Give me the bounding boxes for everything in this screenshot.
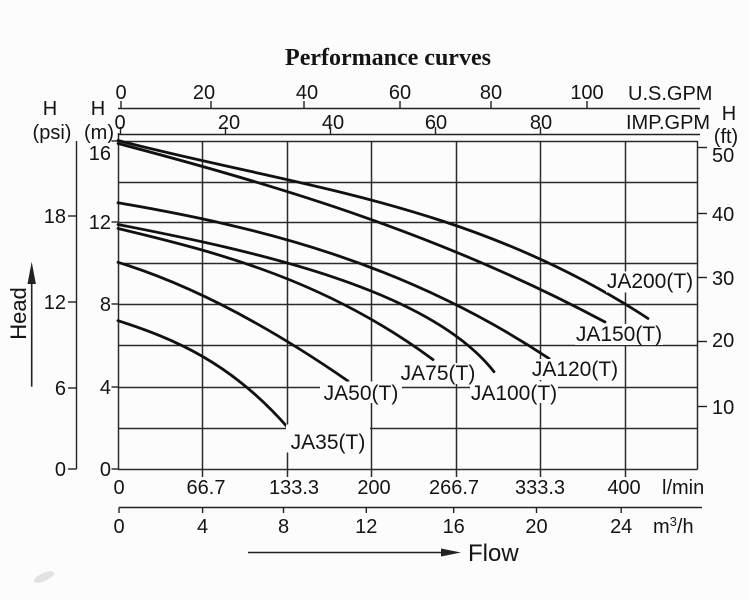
svg-text:8: 8	[100, 294, 111, 316]
svg-text:50: 50	[712, 145, 734, 167]
svg-text:Head: Head	[6, 287, 31, 340]
svg-text:80: 80	[480, 82, 502, 104]
svg-text:(ft): (ft)	[714, 126, 738, 148]
svg-text:4: 4	[100, 377, 111, 399]
svg-text:H: H	[722, 103, 736, 125]
svg-text:40: 40	[322, 112, 344, 134]
svg-text:Flow: Flow	[468, 540, 519, 567]
svg-text:133.3: 133.3	[269, 477, 319, 499]
svg-text:400: 400	[607, 477, 640, 499]
svg-text:4: 4	[197, 516, 208, 538]
svg-text:20: 20	[193, 82, 215, 104]
svg-text:H: H	[43, 98, 57, 120]
svg-text:0: 0	[115, 82, 126, 104]
svg-text:20: 20	[525, 516, 547, 538]
svg-text:Performance curves: Performance curves	[285, 45, 491, 71]
svg-text:IMP.GPM: IMP.GPM	[626, 112, 710, 134]
svg-text:60: 60	[425, 112, 447, 134]
svg-text:12: 12	[44, 292, 66, 314]
svg-text:266.7: 266.7	[429, 477, 479, 499]
svg-text:JA75(T): JA75(T)	[401, 362, 476, 385]
svg-text:JA200(T): JA200(T)	[607, 270, 693, 293]
svg-text:66.7: 66.7	[187, 477, 226, 499]
svg-text:6: 6	[55, 378, 66, 400]
svg-text:100: 100	[570, 82, 603, 104]
svg-text:JA50(T): JA50(T)	[324, 382, 399, 405]
svg-text:U.S.GPM: U.S.GPM	[628, 83, 712, 105]
svg-text:(m): (m)	[84, 122, 114, 144]
svg-text:10: 10	[712, 397, 734, 419]
svg-text:0: 0	[113, 516, 124, 538]
svg-text:200: 200	[357, 477, 390, 499]
svg-text:0: 0	[55, 459, 66, 481]
svg-text:20: 20	[218, 112, 240, 134]
svg-text:18: 18	[44, 206, 66, 228]
svg-text:0: 0	[113, 477, 124, 499]
svg-text:30: 30	[712, 268, 734, 290]
svg-text:H: H	[91, 98, 105, 120]
svg-text:12: 12	[89, 212, 111, 234]
svg-text:JA150(T): JA150(T)	[576, 323, 662, 346]
svg-text:12: 12	[355, 516, 377, 538]
svg-text:24: 24	[610, 516, 632, 538]
svg-text:(psi): (psi)	[33, 122, 72, 144]
svg-text:0: 0	[100, 459, 111, 481]
svg-text:l/min: l/min	[662, 477, 704, 499]
svg-text:60: 60	[389, 82, 411, 104]
svg-text:20: 20	[712, 330, 734, 352]
svg-text:JA100(T): JA100(T)	[471, 382, 557, 405]
svg-text:80: 80	[530, 112, 552, 134]
svg-text:8: 8	[278, 516, 289, 538]
svg-text:333.3: 333.3	[515, 477, 565, 499]
svg-text:JA120(T): JA120(T)	[532, 358, 618, 381]
svg-text:16: 16	[443, 516, 465, 538]
svg-text:40: 40	[296, 82, 318, 104]
svg-text:16: 16	[89, 143, 111, 165]
svg-text:JA35(T): JA35(T)	[291, 431, 366, 454]
svg-text:0: 0	[114, 112, 125, 134]
svg-text:40: 40	[712, 204, 734, 226]
